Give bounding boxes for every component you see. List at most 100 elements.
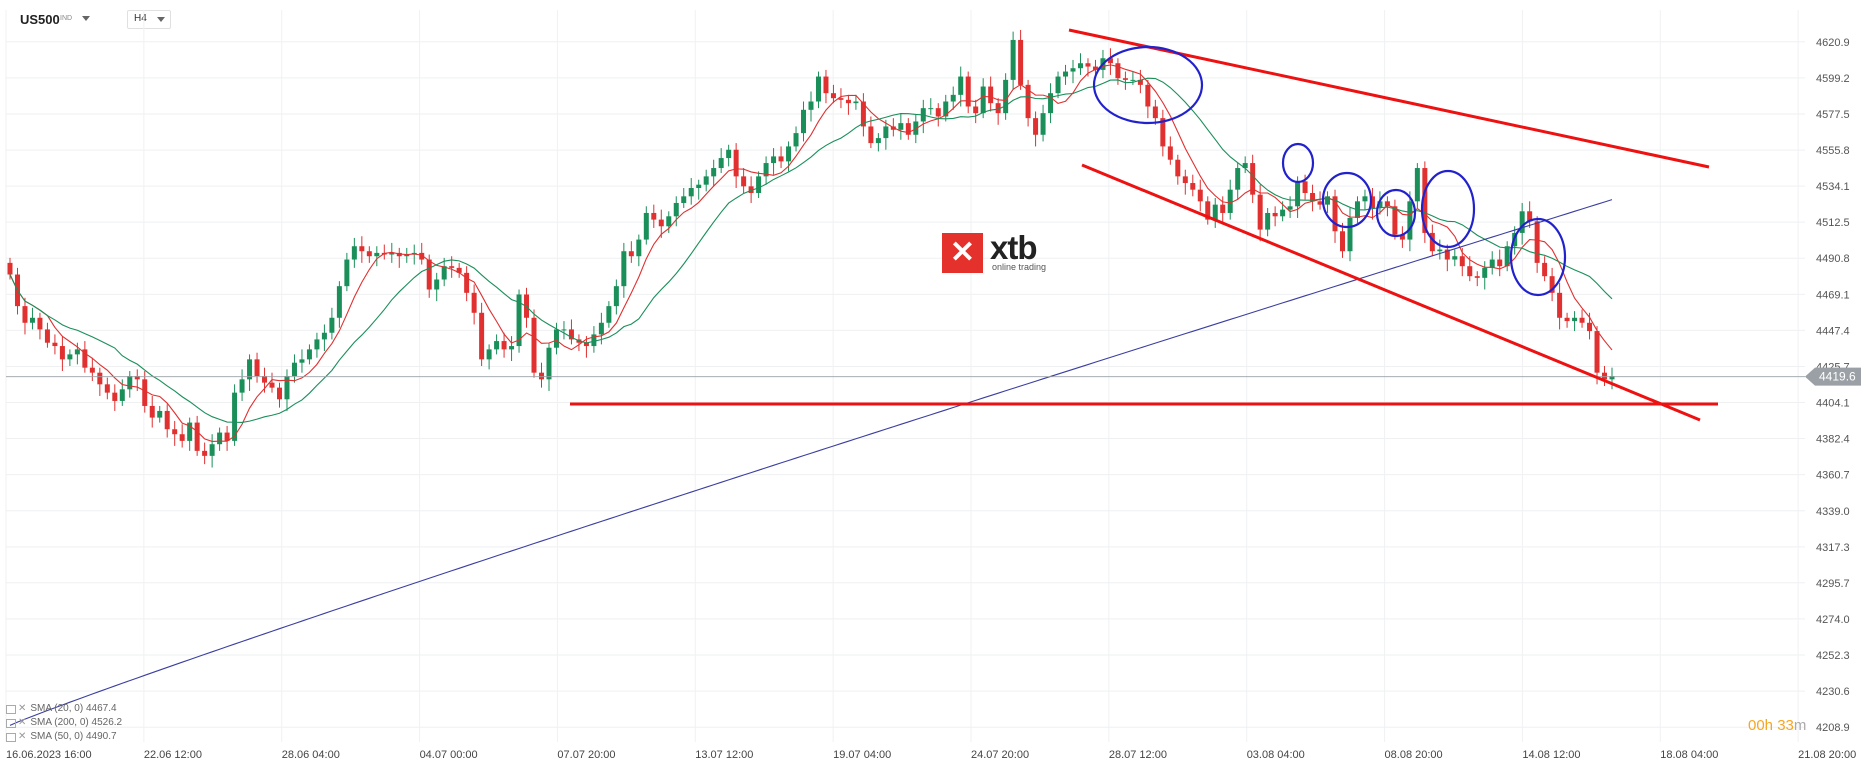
y-tick-label: 4230.6: [1816, 686, 1850, 698]
candle: [1527, 201, 1533, 228]
candle-body: [1257, 194, 1263, 230]
indicator-row[interactable]: ✕ SMA (20, 0) 4467.4: [6, 702, 122, 716]
candle-body: [172, 429, 178, 435]
candle-body: [636, 239, 642, 257]
x-tick-label: 08.08 20:00: [1385, 749, 1443, 761]
candle: [808, 91, 814, 122]
candle-body: [1070, 68, 1076, 72]
candle: [1317, 191, 1323, 210]
candle-body: [1437, 249, 1443, 252]
sma-50-line: [9, 77, 1613, 424]
candle-body: [673, 202, 679, 217]
candle: [1602, 366, 1608, 386]
candle-body: [1092, 66, 1098, 70]
candle: [845, 94, 851, 115]
candle-body: [568, 329, 574, 340]
candle-body: [359, 246, 365, 252]
symbol-label[interactable]: US500: [20, 12, 60, 27]
candle-body: [928, 108, 934, 110]
candle-body: [1040, 113, 1046, 135]
settings-icon[interactable]: [6, 704, 16, 714]
candle: [591, 326, 597, 353]
candle-body: [449, 266, 455, 268]
candle-body: [1482, 267, 1488, 278]
candle: [539, 362, 545, 388]
candle-body: [404, 254, 410, 257]
y-tick-label: 4555.8: [1816, 145, 1850, 157]
y-tick-label: 4252.3: [1816, 650, 1850, 662]
candle: [988, 76, 994, 112]
candle-body: [299, 359, 305, 363]
candle: [179, 424, 185, 448]
y-tick-label: 4620.9: [1816, 37, 1850, 49]
settings-icon[interactable]: [6, 732, 16, 742]
candle: [771, 148, 777, 175]
candle-body: [112, 392, 118, 401]
candle: [636, 234, 642, 267]
candle-body: [703, 176, 709, 185]
candle: [905, 118, 911, 140]
candle: [868, 116, 874, 149]
candle-body: [1167, 146, 1173, 160]
candle-body: [1197, 189, 1203, 202]
close-icon[interactable]: ✕: [18, 717, 27, 728]
candle-body: [1265, 212, 1271, 230]
candle: [336, 281, 342, 328]
x-tick-label: 13.07 12:00: [695, 749, 753, 761]
indicator-row[interactable]: ✕ SMA (50, 0) 4490.7: [6, 730, 122, 744]
timeframe-select[interactable]: H4: [127, 10, 171, 29]
candle: [127, 371, 133, 398]
settings-icon[interactable]: [6, 718, 16, 728]
candle: [366, 246, 372, 263]
candle: [793, 126, 799, 152]
candle-body: [1549, 276, 1555, 293]
candle: [321, 324, 327, 352]
candle-body: [1340, 231, 1346, 252]
candle-body: [1115, 63, 1121, 79]
indicator-label: SMA (50, 0) 4490.7: [30, 731, 117, 742]
candle-body: [658, 219, 664, 227]
candle-body: [1280, 209, 1286, 217]
candle: [1107, 48, 1113, 75]
countdown-unit: m: [1793, 717, 1807, 734]
candle-body: [329, 317, 335, 333]
candle: [1205, 196, 1211, 225]
timeframe-label: H4: [134, 13, 147, 24]
y-tick-label: 4577.5: [1816, 109, 1850, 121]
candle: [434, 272, 440, 302]
close-icon[interactable]: ✕: [18, 731, 27, 742]
candle-body: [1025, 84, 1031, 119]
candle: [1242, 156, 1248, 174]
candle: [786, 141, 792, 172]
candle-body: [389, 252, 395, 255]
candle-body: [119, 389, 125, 401]
candle-body: [1609, 376, 1615, 380]
candle-body: [1145, 84, 1151, 107]
candle-body: [1152, 106, 1158, 119]
candle: [456, 262, 462, 278]
symbol-chevron-down-icon[interactable]: [82, 16, 90, 21]
candle-body: [838, 98, 844, 100]
indicator-label: SMA (200, 0) 4526.2: [30, 717, 123, 728]
candle: [299, 349, 305, 373]
x-tick-label: 03.08 04:00: [1247, 749, 1305, 761]
x-tick-label: 16.06.2023 16:00: [6, 749, 92, 761]
candle-body: [1325, 196, 1331, 205]
x-tick-label: 07.07 20:00: [557, 749, 615, 761]
candle: [883, 119, 889, 150]
close-icon[interactable]: ✕: [18, 703, 27, 714]
candle: [187, 417, 193, 451]
candle: [351, 237, 357, 268]
candle-body: [1130, 79, 1136, 81]
indicator-row[interactable]: ✕ SMA (200, 0) 4526.2: [6, 716, 122, 730]
candle-body: [1227, 189, 1233, 213]
candle-body: [1579, 317, 1585, 323]
candle-body: [913, 121, 919, 135]
y-tick-label: 4404.1: [1816, 397, 1850, 409]
candle: [1332, 189, 1338, 243]
candle-body: [247, 359, 253, 380]
candle: [741, 168, 747, 193]
candle-body: [1205, 201, 1211, 220]
candle: [1220, 196, 1226, 225]
